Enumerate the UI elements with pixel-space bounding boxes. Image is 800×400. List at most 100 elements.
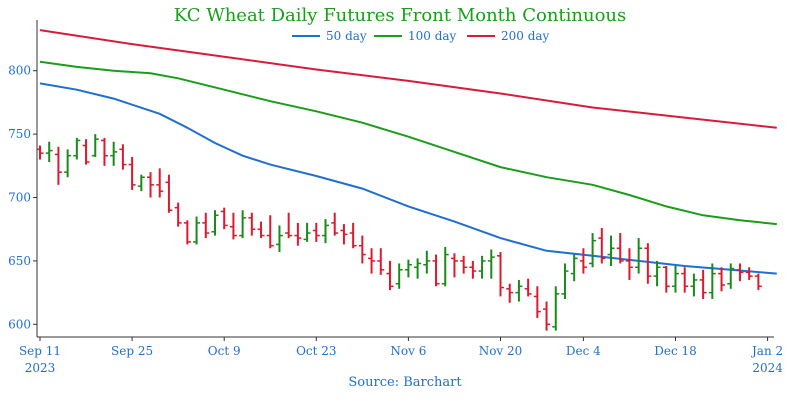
ohlc-bar bbox=[745, 267, 753, 280]
legend-item: 100 day bbox=[374, 29, 457, 43]
x-tick-label: Nov 20 bbox=[479, 344, 523, 358]
ohlc-bar bbox=[229, 212, 237, 240]
ohlc-bar bbox=[718, 267, 726, 292]
ohlc-bar bbox=[73, 137, 81, 160]
ohlc-bar bbox=[727, 263, 735, 289]
ohlc-bar bbox=[54, 146, 62, 185]
ohlc-bar bbox=[285, 212, 293, 239]
ohlc-bar bbox=[450, 253, 458, 278]
ohlc-bar bbox=[368, 248, 376, 274]
x-tick-label: Sep 25 bbox=[111, 344, 153, 358]
ohlc-bar bbox=[699, 269, 707, 299]
ohlc-bar bbox=[469, 260, 477, 279]
source-caption: Source: Barchart bbox=[348, 375, 462, 390]
ohlc-bar bbox=[589, 233, 597, 268]
ohlc-bar bbox=[202, 212, 210, 239]
legend: 50 day 100 day 200 day bbox=[292, 29, 550, 43]
ohlc-bar bbox=[478, 255, 486, 279]
price-bars bbox=[36, 134, 762, 331]
ohlc-bar bbox=[616, 233, 624, 264]
ohlc-bar bbox=[248, 212, 256, 236]
ohlc-bar bbox=[147, 172, 155, 198]
x-tick-label: Dec 18 bbox=[654, 344, 697, 358]
ohlc-bar bbox=[294, 222, 302, 246]
ohlc-bar bbox=[239, 210, 247, 239]
ohlc-bar bbox=[377, 248, 385, 275]
ohlc-bar bbox=[441, 246, 449, 287]
ohlc-bar bbox=[460, 255, 468, 274]
ohlc-bar bbox=[220, 207, 228, 230]
ohlc-bar bbox=[708, 263, 716, 299]
ohlc-bar bbox=[36, 145, 44, 160]
ohlc-bar bbox=[303, 222, 311, 242]
y-tick-label: 700 bbox=[8, 191, 31, 205]
x-tick-year-label: 2024 bbox=[752, 361, 783, 375]
moving-average-lines bbox=[39, 29, 777, 275]
ohlc-bar bbox=[570, 254, 578, 282]
x-tick-label: Dec 4 bbox=[566, 344, 601, 358]
ohlc-bar bbox=[193, 216, 201, 245]
y-tick-label: 800 bbox=[8, 64, 31, 78]
ohlc-bar bbox=[653, 260, 661, 287]
ohlc-bar bbox=[322, 219, 330, 244]
ohlc-bar bbox=[82, 139, 90, 165]
ohlc-bar bbox=[266, 215, 274, 249]
ohlc-bar bbox=[754, 273, 762, 291]
ohlc-bar bbox=[635, 238, 643, 274]
y-tick-label: 750 bbox=[8, 127, 31, 141]
ohlc-bar bbox=[257, 221, 265, 239]
ohlc-bar bbox=[137, 174, 145, 192]
ohlc-bar bbox=[524, 278, 532, 297]
ohlc-bar bbox=[671, 265, 679, 293]
ohlc-bar bbox=[340, 224, 348, 245]
x-tick-label: Jan 2 bbox=[750, 344, 783, 358]
x-tick-label: Oct 23 bbox=[296, 344, 336, 358]
y-tick-label: 650 bbox=[8, 254, 31, 268]
ohlc-bar bbox=[312, 222, 320, 242]
chart-title: KC Wheat Daily Futures Front Month Conti… bbox=[173, 5, 627, 26]
ohlc-bar bbox=[607, 235, 615, 266]
ohlc-bar bbox=[644, 243, 652, 284]
ohlc-bar bbox=[543, 301, 551, 331]
ma-line-100-day bbox=[39, 60, 777, 226]
ohlc-bar bbox=[358, 235, 366, 264]
legend-label: 200 day bbox=[501, 29, 550, 43]
ohlc-bar bbox=[404, 259, 412, 278]
ohlc-bar bbox=[183, 220, 191, 245]
legend-label: 50 day bbox=[326, 29, 367, 43]
axes: 600 650 700 750 800 Sep 11 2023 Sep 25 Oct 9 Oct … bbox=[8, 20, 783, 375]
x-tick-label: Nov 6 bbox=[390, 344, 426, 358]
ohlc-bar bbox=[119, 144, 127, 170]
ohlc-bar bbox=[515, 279, 523, 302]
ohlc-bar bbox=[662, 265, 670, 293]
ohlc-bar bbox=[395, 263, 403, 289]
ohlc-bar bbox=[598, 227, 606, 264]
ohlc-bar bbox=[423, 250, 431, 274]
ohlc-bar bbox=[91, 134, 99, 157]
legend-item: 50 day bbox=[292, 29, 367, 43]
ohlc-bar bbox=[211, 210, 219, 236]
ohlc-bar bbox=[533, 286, 541, 318]
ohlc-bar bbox=[64, 149, 72, 178]
legend-label: 100 day bbox=[408, 29, 457, 43]
ohlc-bar bbox=[165, 174, 173, 213]
ohlc-bar bbox=[414, 258, 422, 279]
ohlc-bar bbox=[128, 156, 136, 190]
ohlc-bar bbox=[561, 263, 569, 299]
ohlc-bar bbox=[690, 273, 698, 297]
x-tick-label: Oct 9 bbox=[208, 344, 241, 358]
ohlc-bar bbox=[100, 137, 108, 166]
ohlc-bar bbox=[432, 254, 440, 287]
ohlc-bar bbox=[110, 141, 118, 166]
ohlc-bar bbox=[736, 263, 744, 282]
y-tick-label: 600 bbox=[8, 317, 31, 331]
legend-item: 200 day bbox=[467, 29, 550, 43]
x-tick-label: Sep 11 bbox=[19, 344, 61, 358]
ma-line-200-day bbox=[39, 29, 777, 129]
ohlc-bar bbox=[506, 283, 514, 303]
ohlc-bar bbox=[625, 248, 633, 280]
ohlc-bar bbox=[156, 168, 164, 198]
ohlc-bar bbox=[552, 286, 560, 331]
ohlc-bar bbox=[331, 212, 339, 236]
ohlc-bar bbox=[681, 267, 689, 293]
